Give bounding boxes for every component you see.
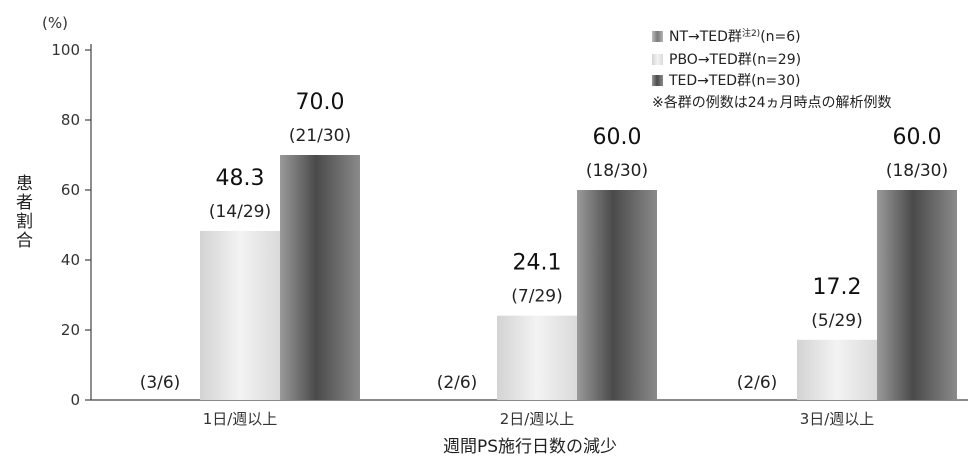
legend-label-pbo: PBO→TED群(n=29) (669, 52, 801, 68)
legend-note-superscript: 注2) (742, 27, 760, 39)
y-tick-label: 20 (61, 321, 80, 339)
bar (877, 190, 957, 400)
bar-count-label: (5/29) (811, 311, 862, 331)
y-tick-label: 80 (61, 111, 80, 129)
bar-count-label: (2/6) (437, 373, 478, 393)
bar (797, 339, 877, 400)
legend-swatch-nt (652, 31, 663, 42)
bar-value-label: 60.0 (593, 125, 642, 150)
legend-swatch-pbo (652, 54, 663, 65)
bar-value-label: 60.0 (893, 125, 942, 150)
bar-count-label: (21/30) (289, 126, 351, 146)
legend: NT→TED群注2)(n=6) PBO→TED群(n=29) TED→TED群(… (652, 27, 892, 111)
bar-count-label: (7/29) (511, 287, 562, 307)
x-category-label: 3日/週以上 (800, 410, 875, 428)
bar-count-label: (18/30) (586, 161, 648, 181)
legend-label-nt: NT→TED群注2)(n=6) (669, 27, 801, 45)
x-axis-title: 週間PS施行日数の減少 (443, 437, 617, 457)
y-tick-label: 40 (61, 251, 80, 269)
bar-count-label: (3/6) (140, 373, 181, 393)
x-category-label: 1日/週以上 (203, 410, 278, 428)
bar-value-label: 17.2 (813, 275, 862, 300)
legend-swatch-ted (652, 75, 663, 86)
bar-count-label: (18/30) (886, 161, 948, 181)
y-unit-label: (%) (42, 14, 68, 32)
bar-value-label: 24.1 (513, 251, 562, 276)
y-tick-label: 0 (70, 391, 80, 409)
bar-value-label: 48.3 (216, 166, 265, 191)
legend-label-ted: TED→TED群(n=30) (668, 73, 800, 89)
bar-count-label: (2/6) (737, 373, 778, 393)
legend-note: ※各群の例数は24ヵ月時点の解析例数 (652, 95, 892, 111)
bar (577, 190, 657, 400)
x-category-label: 2日/週以上 (500, 410, 575, 428)
bar (497, 315, 577, 400)
bar (200, 230, 280, 400)
bar-count-label: (14/29) (209, 202, 271, 222)
y-axis-title: 患者割合 (12, 174, 33, 250)
y-tick-label: 100 (51, 41, 80, 59)
y-tick-label: 60 (61, 181, 80, 199)
bar (280, 155, 360, 400)
bar-value-label: 70.0 (296, 90, 345, 115)
